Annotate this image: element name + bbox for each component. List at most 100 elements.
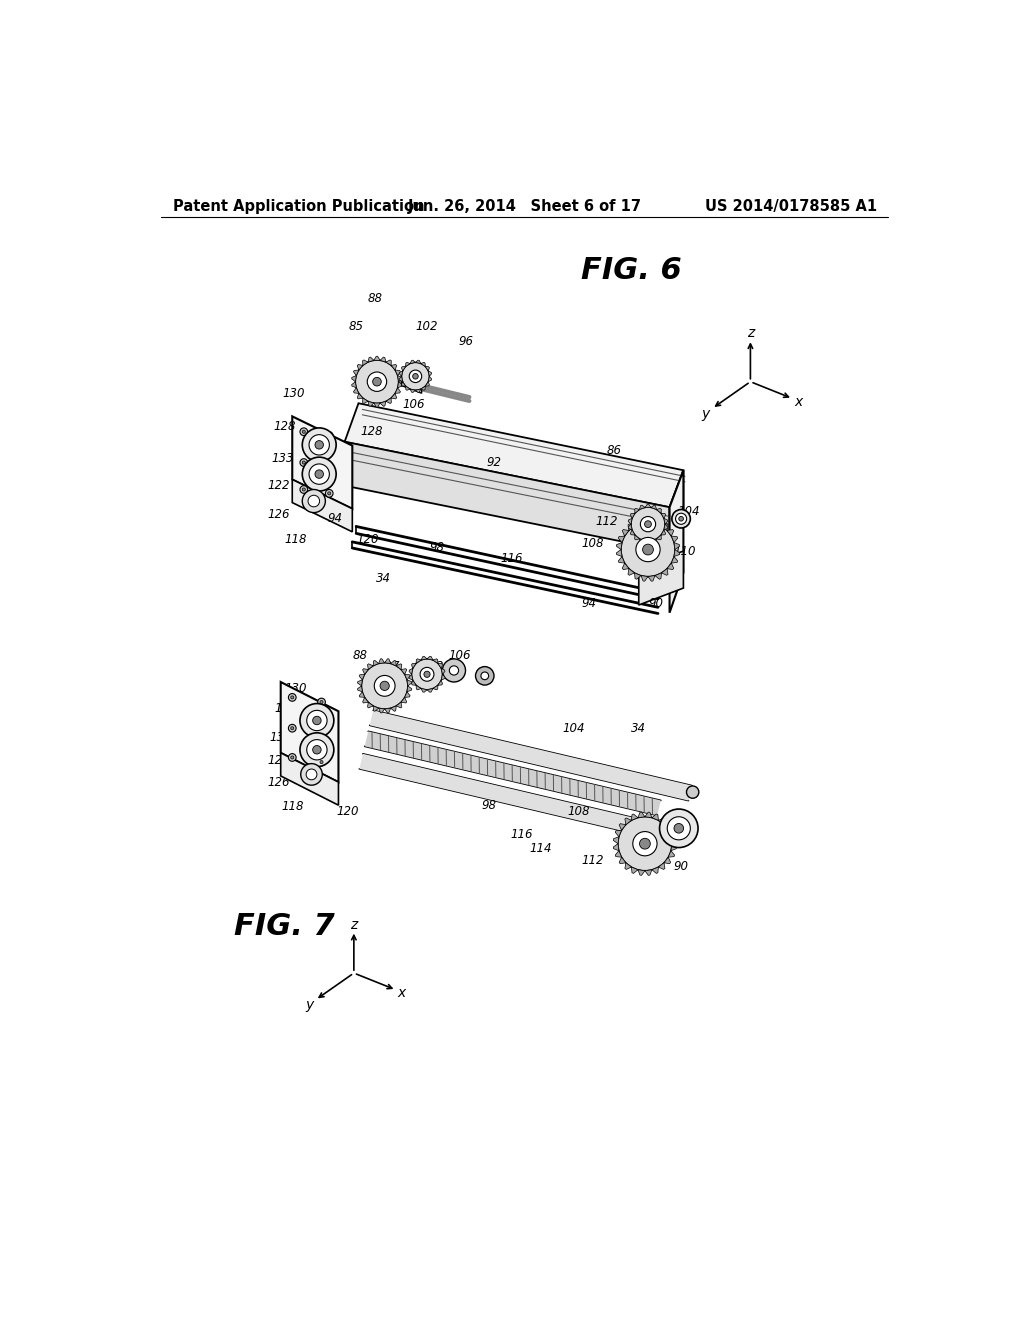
Polygon shape — [655, 573, 662, 579]
Circle shape — [668, 817, 690, 840]
Circle shape — [302, 490, 326, 512]
Circle shape — [640, 516, 655, 532]
Text: 133: 133 — [269, 731, 292, 744]
Polygon shape — [396, 664, 401, 669]
Text: 98: 98 — [481, 799, 496, 812]
Polygon shape — [397, 376, 402, 381]
Circle shape — [643, 544, 653, 554]
Circle shape — [306, 770, 316, 780]
Polygon shape — [351, 381, 356, 388]
Circle shape — [686, 785, 698, 799]
Polygon shape — [362, 697, 369, 704]
Polygon shape — [345, 404, 683, 507]
Polygon shape — [428, 371, 431, 376]
Polygon shape — [390, 660, 396, 665]
Circle shape — [380, 681, 389, 690]
Polygon shape — [640, 539, 645, 543]
Polygon shape — [656, 535, 662, 540]
Text: 110: 110 — [674, 545, 696, 557]
Circle shape — [679, 516, 683, 521]
Text: 96: 96 — [458, 335, 473, 348]
Polygon shape — [401, 372, 422, 393]
Text: 34: 34 — [376, 572, 390, 585]
Circle shape — [307, 710, 327, 731]
Polygon shape — [641, 517, 648, 524]
Circle shape — [424, 671, 430, 677]
Polygon shape — [662, 569, 668, 576]
Text: 34: 34 — [631, 722, 646, 735]
Text: 130: 130 — [283, 387, 305, 400]
Circle shape — [355, 360, 398, 404]
Polygon shape — [652, 814, 658, 820]
Circle shape — [368, 372, 387, 392]
Circle shape — [374, 676, 395, 696]
Polygon shape — [353, 370, 358, 376]
Polygon shape — [628, 569, 635, 576]
Circle shape — [302, 461, 305, 465]
Text: 122: 122 — [267, 754, 290, 767]
Polygon shape — [386, 360, 391, 366]
Polygon shape — [390, 706, 396, 711]
Circle shape — [300, 704, 334, 738]
Polygon shape — [620, 824, 626, 830]
Polygon shape — [411, 389, 416, 392]
Text: y: y — [305, 998, 313, 1012]
Circle shape — [640, 838, 650, 849]
Text: 128: 128 — [273, 420, 296, 433]
Polygon shape — [416, 659, 421, 664]
Polygon shape — [357, 364, 362, 370]
Polygon shape — [658, 818, 665, 825]
Polygon shape — [399, 376, 402, 381]
Polygon shape — [421, 363, 425, 367]
Polygon shape — [359, 692, 365, 697]
Circle shape — [636, 537, 660, 562]
Polygon shape — [664, 857, 671, 863]
Circle shape — [412, 659, 442, 689]
Text: 94: 94 — [327, 512, 342, 525]
Polygon shape — [281, 682, 339, 781]
Polygon shape — [667, 529, 674, 536]
Text: 86: 86 — [606, 445, 622, 458]
Text: 94: 94 — [582, 597, 596, 610]
Polygon shape — [669, 850, 675, 857]
Polygon shape — [623, 529, 629, 536]
Polygon shape — [373, 660, 379, 665]
Polygon shape — [396, 702, 401, 708]
Polygon shape — [370, 710, 692, 801]
Text: 120: 120 — [356, 533, 379, 546]
Circle shape — [302, 428, 336, 462]
Polygon shape — [385, 708, 390, 713]
Circle shape — [442, 659, 466, 682]
Polygon shape — [651, 506, 656, 510]
Circle shape — [326, 432, 333, 440]
Polygon shape — [625, 818, 632, 825]
Polygon shape — [368, 358, 374, 362]
Polygon shape — [651, 539, 656, 543]
Polygon shape — [671, 837, 677, 843]
Polygon shape — [359, 754, 682, 843]
Circle shape — [309, 434, 330, 455]
Polygon shape — [428, 376, 431, 381]
Circle shape — [633, 832, 657, 855]
Text: US 2014/0178585 A1: US 2014/0178585 A1 — [706, 198, 878, 214]
Polygon shape — [625, 863, 632, 870]
Circle shape — [326, 490, 333, 498]
Polygon shape — [404, 675, 410, 680]
Circle shape — [317, 758, 326, 766]
Circle shape — [291, 756, 294, 759]
Circle shape — [328, 434, 331, 437]
Polygon shape — [380, 358, 386, 362]
Polygon shape — [401, 367, 406, 371]
Polygon shape — [399, 371, 402, 376]
Polygon shape — [365, 731, 660, 816]
Polygon shape — [380, 401, 386, 407]
Circle shape — [621, 523, 675, 577]
Polygon shape — [648, 517, 655, 524]
Polygon shape — [357, 686, 362, 692]
Circle shape — [302, 488, 305, 491]
Polygon shape — [368, 702, 373, 708]
Polygon shape — [645, 870, 652, 875]
Polygon shape — [401, 697, 407, 704]
Polygon shape — [368, 401, 374, 407]
Circle shape — [312, 746, 322, 754]
